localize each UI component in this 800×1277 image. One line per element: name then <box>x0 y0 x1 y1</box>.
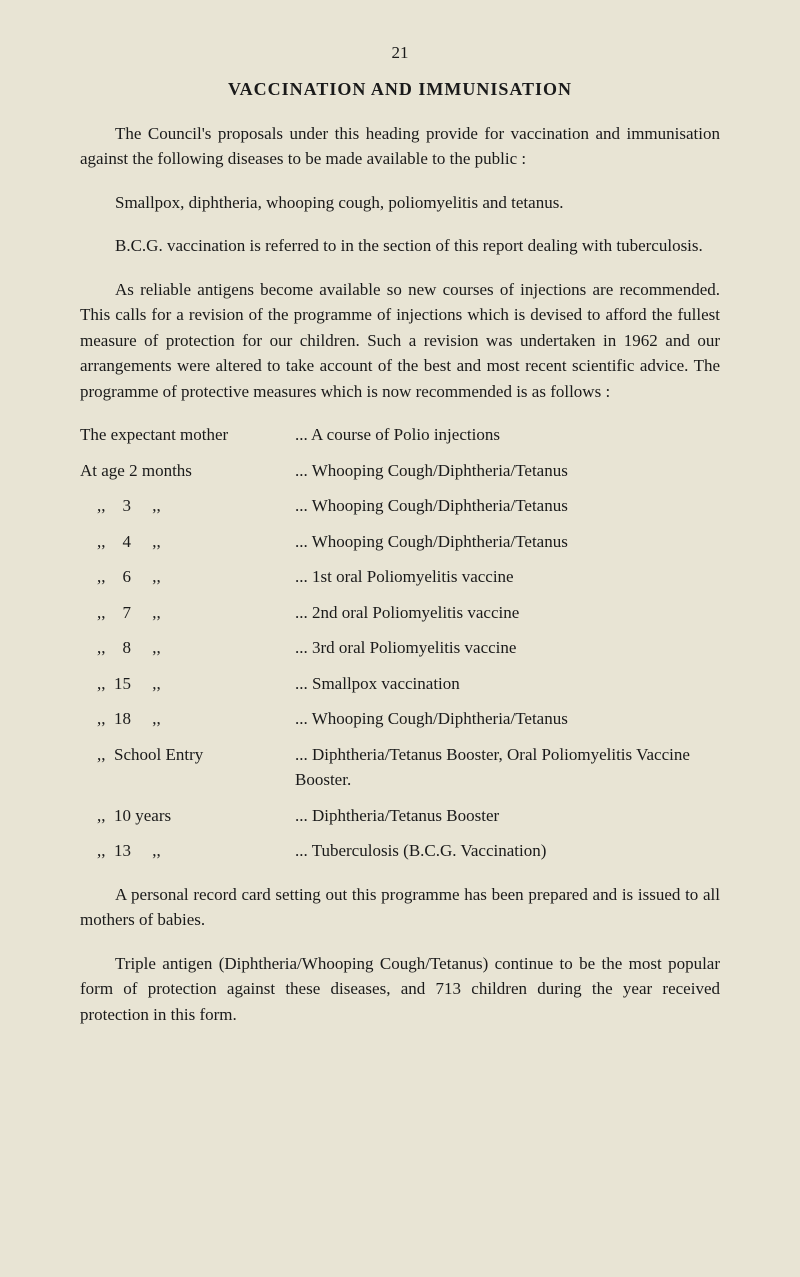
schedule-age: ,, 8 ,, <box>80 635 295 661</box>
schedule-vaccine: ... 3rd oral Poliomyelitis vaccine <box>295 635 720 661</box>
schedule-vaccine: ... 2nd oral Poliomyelitis vaccine <box>295 600 720 626</box>
section-title: VACCINATION AND IMMUNISATION <box>80 76 720 103</box>
schedule-age: The expectant mother <box>80 422 295 448</box>
schedule-row: ,, 13 ,, ... Tuberculosis (B.C.G. Vaccin… <box>80 838 720 864</box>
schedule-age: ,, 18 ,, <box>80 706 295 732</box>
schedule-age: ,, 4 ,, <box>80 529 295 555</box>
paragraph-5: A personal record card setting out this … <box>80 882 720 933</box>
schedule-age: ,, School Entry <box>80 742 295 793</box>
schedule-row: ,, 10 years ... Diphtheria/Tetanus Boost… <box>80 803 720 829</box>
schedule-age: ,, 6 ,, <box>80 564 295 590</box>
schedule-row: ,, 6 ,, ... 1st oral Poliomyelitis vacci… <box>80 564 720 590</box>
schedule-age: ,, 3 ,, <box>80 493 295 519</box>
schedule-age: ,, 15 ,, <box>80 671 295 697</box>
schedule-age: ,, 10 years <box>80 803 295 829</box>
schedule-row: At age 2 months ... Whooping Cough/Dipht… <box>80 458 720 484</box>
schedule-vaccine: ... Whooping Cough/Diphtheria/Tetanus <box>295 458 720 484</box>
paragraph-4: As reliable antigens become available so… <box>80 277 720 405</box>
schedule-age: ,, 7 ,, <box>80 600 295 626</box>
schedule-vaccine: ... Diphtheria/Tetanus Booster <box>295 803 720 829</box>
schedule-row: ,, 15 ,, ... Smallpox vaccination <box>80 671 720 697</box>
schedule-vaccine: ... Whooping Cough/Diphtheria/Tetanus <box>295 493 720 519</box>
schedule-vaccine: ... Whooping Cough/Diphtheria/Tetanus <box>295 529 720 555</box>
schedule-vaccine: ... Smallpox vaccination <box>295 671 720 697</box>
schedule-row: The expectant mother ... A course of Pol… <box>80 422 720 448</box>
schedule-row: ,, 18 ,, ... Whooping Cough/Diphtheria/T… <box>80 706 720 732</box>
schedule-vaccine: ... Tuberculosis (B.C.G. Vaccination) <box>295 838 720 864</box>
paragraph-2: Smallpox, diphtheria, whooping cough, po… <box>80 190 720 216</box>
schedule-vaccine: ... A course of Polio injections <box>295 422 720 448</box>
schedule-vaccine: ... Whooping Cough/Diphtheria/Tetanus <box>295 706 720 732</box>
schedule-age: At age 2 months <box>80 458 295 484</box>
schedule-row: ,, 4 ,, ... Whooping Cough/Diphtheria/Te… <box>80 529 720 555</box>
schedule-row: ,, School Entry ... Diphtheria/Tetanus B… <box>80 742 720 793</box>
schedule-vaccine: ... 1st oral Poliomyelitis vaccine <box>295 564 720 590</box>
paragraph-3: B.C.G. vaccination is referred to in the… <box>80 233 720 259</box>
schedule-row: ,, 7 ,, ... 2nd oral Poliomyelitis vacci… <box>80 600 720 626</box>
page-number: 21 <box>80 40 720 66</box>
schedule-age: ,, 13 ,, <box>80 838 295 864</box>
vaccination-schedule: The expectant mother ... A course of Pol… <box>80 422 720 864</box>
paragraph-6: Triple antigen (Diphtheria/Whooping Coug… <box>80 951 720 1028</box>
paragraph-1: The Council's proposals under this headi… <box>80 121 720 172</box>
schedule-row: ,, 3 ,, ... Whooping Cough/Diphtheria/Te… <box>80 493 720 519</box>
schedule-row: ,, 8 ,, ... 3rd oral Poliomyelitis vacci… <box>80 635 720 661</box>
schedule-vaccine: ... Diphtheria/Tetanus Booster, Oral Pol… <box>295 742 720 793</box>
